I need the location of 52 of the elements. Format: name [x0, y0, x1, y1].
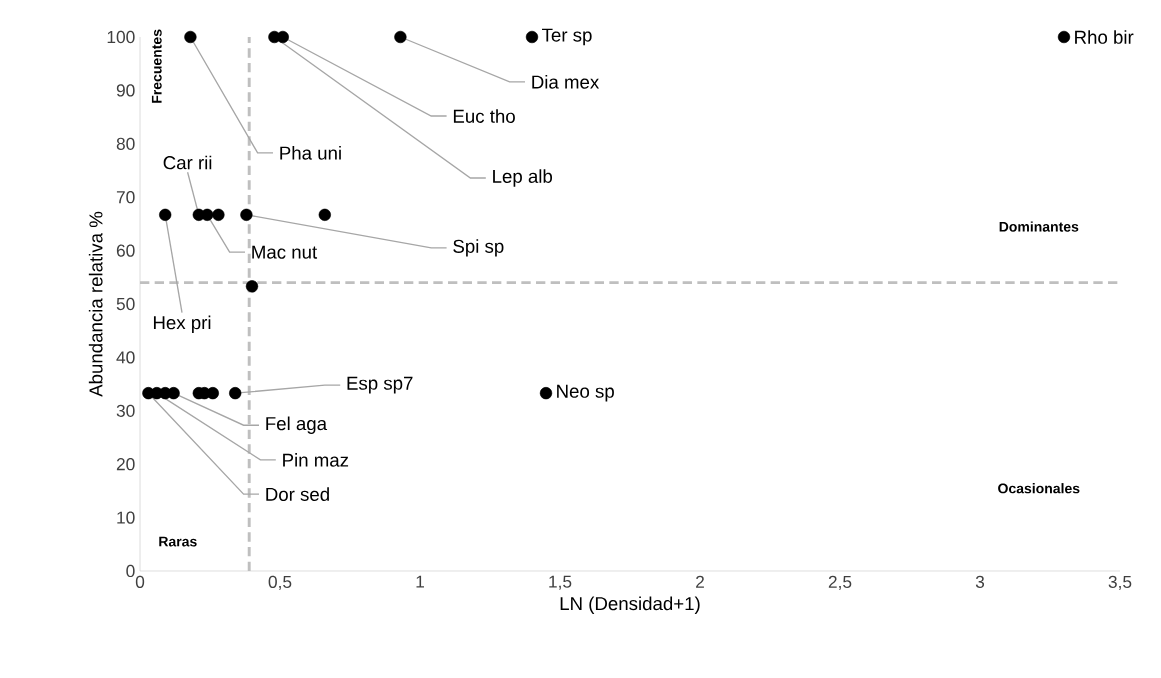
- x-tick-label: 3,5: [1108, 575, 1132, 591]
- point: [539, 387, 553, 400]
- x-tick-label: 1: [416, 575, 424, 588]
- point: [159, 208, 172, 221]
- annotation: Neo sp: [557, 384, 614, 402]
- point: [229, 387, 242, 400]
- point: [318, 208, 331, 221]
- x-tick-label: 0: [135, 575, 145, 588]
- x-tick-label: 0,5: [268, 575, 292, 591]
- x-tick-label: 2,5: [828, 575, 852, 591]
- annotation: Dominantes: [999, 221, 1079, 232]
- annotation: Pin maz: [283, 453, 349, 467]
- annotation: Esp sp7: [347, 376, 413, 394]
- point: [245, 280, 259, 293]
- x-axis-title: LN (Densidad+1): [560, 596, 700, 614]
- annotation: Fel aga: [266, 416, 328, 434]
- y-tick-label: 50: [116, 297, 135, 311]
- point: [394, 30, 407, 44]
- annotation: Rho bir: [1075, 30, 1134, 44]
- y-tick-label: 10: [117, 511, 135, 524]
- y-tick-label: 0: [126, 564, 135, 578]
- annotation: Spi sp: [453, 239, 504, 257]
- annotation: Car rii: [163, 155, 212, 170]
- x-tick-label: 1,5: [549, 575, 572, 590]
- y-tick-label: 20: [116, 458, 135, 471]
- point: [276, 30, 289, 44]
- annotation: Pha uni: [280, 146, 341, 160]
- annotation: Dia mex: [532, 74, 600, 89]
- y-tick-label: 40: [116, 351, 135, 364]
- y-tick-label: 60: [116, 244, 135, 257]
- y-tick-label: 80: [116, 137, 135, 150]
- annotation: Frecuentes: [151, 29, 162, 103]
- annotation: Dor sed: [266, 487, 329, 501]
- annotation: Ocasionales: [998, 483, 1080, 494]
- y-tick-label: 90: [116, 84, 135, 97]
- point: [240, 208, 253, 221]
- y-axis-title: Abundancia relativa %: [88, 211, 103, 397]
- annotation: Hex pri: [153, 315, 211, 333]
- annotation: Euc tho: [453, 109, 515, 123]
- annotation: Lep alb: [493, 169, 553, 187]
- point: [212, 208, 225, 221]
- y-tick-label: 100: [107, 30, 135, 44]
- y-tick-label: 30: [116, 404, 135, 417]
- point: [1057, 30, 1071, 44]
- annotation: Ter sp: [542, 28, 592, 46]
- annotation: Raras: [159, 536, 197, 547]
- point: [184, 30, 197, 44]
- annotation: Mac nut: [252, 245, 318, 259]
- x-tick-label: 3: [975, 575, 985, 588]
- point: [525, 30, 539, 44]
- y-tick-label: 70: [116, 191, 135, 204]
- x-tick-label: 2: [696, 575, 704, 588]
